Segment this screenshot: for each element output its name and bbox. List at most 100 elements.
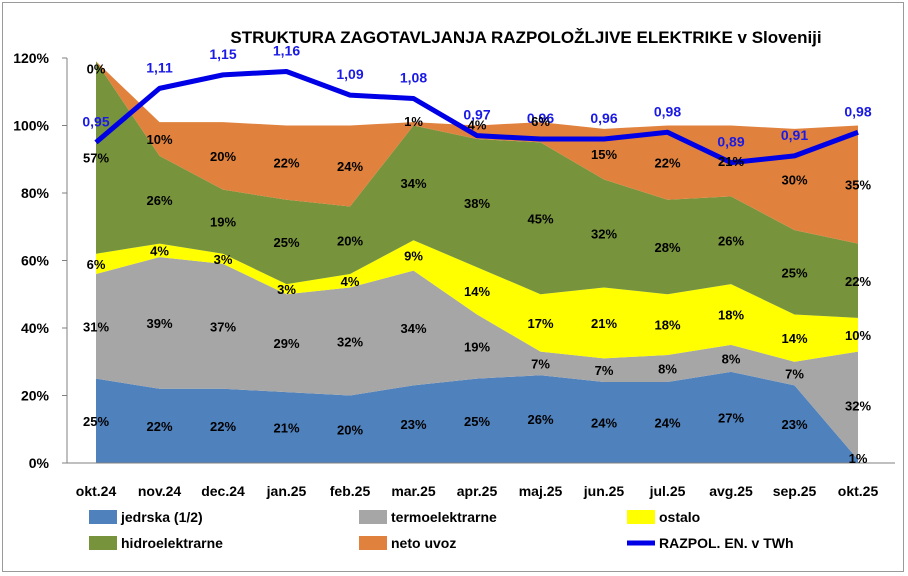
x-tick-label: jan.25: [266, 483, 307, 499]
area-data-label: 4%: [468, 118, 487, 133]
legend-label: neto uvoz: [391, 535, 456, 551]
line-data-label: 0,96: [590, 110, 617, 126]
area-data-label: 34%: [400, 321, 426, 336]
legend-label: termoelektrarne: [391, 509, 497, 525]
area-data-label: 25%: [83, 414, 109, 429]
x-tick-label: mar.25: [391, 483, 436, 499]
area-data-label: 10%: [146, 132, 172, 147]
legend-swatch: [359, 510, 387, 524]
area-data-label: 19%: [464, 340, 490, 355]
area-data-label: 22%: [654, 156, 680, 171]
area-data-label: 26%: [146, 193, 172, 208]
legend-swatch: [89, 510, 117, 524]
data-labels: 25% 22% 22% 21% 20% 23% 25% 26% 24% 24% 27% 23% 1% 31…: [83, 61, 871, 466]
area-data-label: 3%: [277, 282, 296, 297]
area-data-label: 32%: [845, 399, 871, 414]
area-data-label: 7%: [595, 363, 614, 378]
area-data-label: 20%: [337, 422, 363, 437]
y-tick-label: 0%: [29, 455, 50, 471]
area-termoelektrarne: [96, 257, 858, 460]
legend-swatch: [627, 510, 655, 524]
legend-swatch: [359, 536, 387, 550]
area-data-label: 10%: [845, 328, 871, 343]
x-tick-label: jul.25: [649, 483, 686, 499]
area-data-label: 28%: [654, 240, 680, 255]
area-data-label: 14%: [464, 284, 490, 299]
y-tick-label: 120%: [13, 50, 49, 66]
line-data-label: 1,16: [273, 43, 300, 59]
y-tick-label: 40%: [21, 320, 50, 336]
line-data-label: 0,91: [781, 127, 808, 143]
axes: 0% 20% 40% 60% 80% 100% 120% okt.24 nov.24 dec.24…: [13, 50, 895, 499]
area-data-label: 3%: [214, 252, 233, 267]
area-data-label: 22%: [146, 419, 172, 434]
y-tick-label: 80%: [21, 185, 50, 201]
x-tick-label: okt.25: [838, 483, 879, 499]
area-data-label: 4%: [341, 274, 360, 289]
area-data-label: 6%: [87, 257, 106, 272]
area-data-label: 14%: [781, 331, 807, 346]
x-tick-label: sep.25: [773, 483, 817, 499]
area-data-label: 37%: [210, 319, 236, 334]
area-data-label: 26%: [527, 412, 553, 427]
area-data-label: 24%: [337, 159, 363, 174]
x-tick-label: maj.25: [519, 483, 563, 499]
area-data-label: 1%: [849, 451, 868, 466]
x-tick-label: avg.25: [709, 483, 753, 499]
line-data-label: 1,08: [400, 70, 427, 86]
area-data-label: 24%: [654, 416, 680, 431]
line-layer: 0,95 1,11 1,15 1,16 1,09 1,08 0,97 0,96 0,96 0,98…: [82, 43, 872, 166]
line-data-label: 1,11: [146, 59, 173, 75]
area-data-label: 26%: [718, 233, 744, 248]
area-data-label: 25%: [464, 414, 490, 429]
area-data-label: 39%: [146, 316, 172, 331]
y-tick-label: 20%: [21, 388, 50, 404]
x-tick-label: feb.25: [330, 483, 371, 499]
x-tick-label: nov.24: [138, 483, 182, 499]
area-data-label: 0%: [87, 61, 106, 76]
line-data-label: 0,89: [717, 134, 744, 150]
area-data-label: 21%: [591, 316, 617, 331]
area-data-label: 19%: [210, 215, 236, 230]
chart-svg: STRUKTURA ZAGOTAVLJANJA RAZPOLOŽLJIVE EL…: [13, 28, 895, 551]
legend-label: RAZPOL. EN. v TWh: [659, 535, 794, 551]
area-data-label: 8%: [722, 351, 741, 366]
area-data-label: 18%: [718, 308, 744, 323]
chart-title: STRUKTURA ZAGOTAVLJANJA RAZPOLOŽLJIVE EL…: [230, 28, 821, 47]
area-data-label: 38%: [464, 196, 490, 211]
area-data-label: 20%: [337, 233, 363, 248]
area-data-label: 6%: [531, 114, 550, 129]
area-data-label: 30%: [781, 173, 807, 188]
area-data-label: 35%: [845, 178, 871, 193]
area-data-label: 57%: [83, 151, 109, 166]
line-data-label: 1,15: [209, 46, 236, 62]
area-data-label: 21%: [718, 154, 744, 169]
line-data-label: 0,96: [527, 110, 554, 126]
area-data-label: 32%: [591, 227, 617, 242]
y-tick-label: 60%: [21, 253, 50, 269]
area-data-label: 23%: [400, 417, 426, 432]
area-data-label: 7%: [785, 367, 804, 382]
legend-label: jedrska (1/2): [120, 509, 203, 525]
line-data-label: 0,95: [82, 113, 109, 129]
area-neto-uvoz: [96, 61, 858, 244]
line-data-label: 0,98: [654, 103, 681, 119]
area-hidroelektrarne: [96, 61, 858, 318]
area-data-label: 22%: [273, 156, 299, 171]
area-data-label: 15%: [591, 147, 617, 162]
area-data-label: 22%: [845, 274, 871, 289]
area-data-label: 7%: [531, 356, 550, 371]
area-data-label: 24%: [591, 416, 617, 431]
area-ostalo: [96, 240, 858, 362]
x-tick-label: dec.24: [201, 483, 245, 499]
area-data-label: 8%: [658, 362, 677, 377]
area-data-label: 9%: [404, 248, 423, 263]
area-data-label: 32%: [337, 335, 363, 350]
legend-label: ostalo: [659, 509, 700, 525]
area-data-label: 22%: [210, 419, 236, 434]
area-jedrska-1-2-: [96, 371, 858, 463]
line-razpol-en: [94, 69, 859, 166]
area-data-label: 4%: [150, 243, 169, 258]
line-data-label: 1,09: [336, 66, 363, 82]
